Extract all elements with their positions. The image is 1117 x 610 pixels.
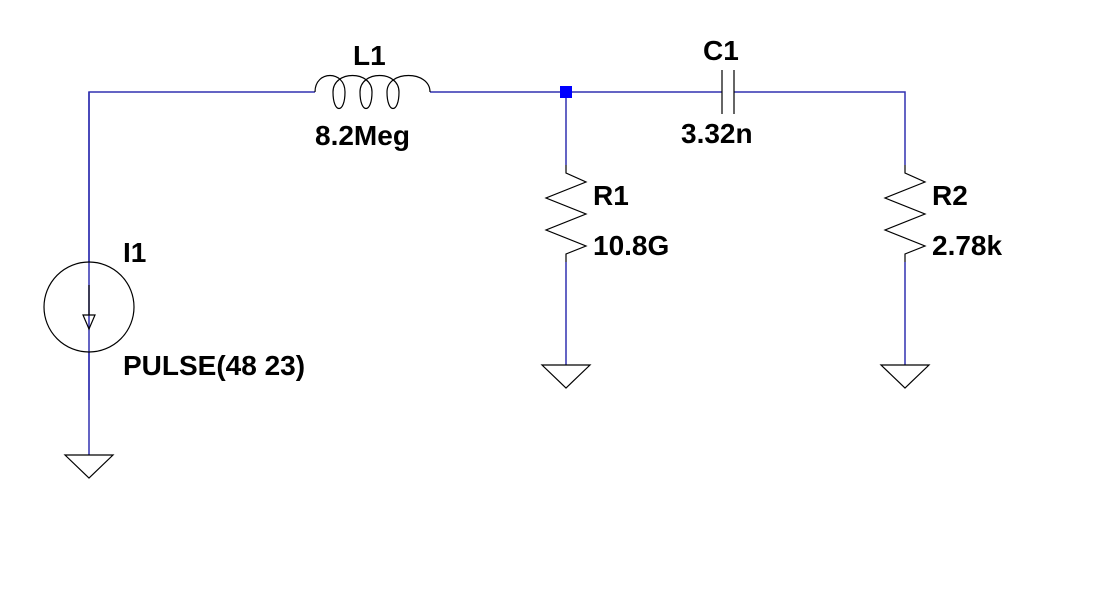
current-source-i1-name: I1 <box>123 237 146 268</box>
resistor-r2-value: 2.78k <box>932 230 1002 261</box>
resistor-r2-zigzag <box>883 165 927 262</box>
inductor-l1-value: 8.2Meg <box>315 120 410 151</box>
current-source-circle <box>43 261 135 353</box>
wire-c1-to-r2 <box>734 91 906 165</box>
resistor-r1[interactable]: R1 10.8G <box>544 165 669 262</box>
resistor-r2[interactable]: R2 2.78k <box>883 165 1002 262</box>
ground-icon <box>540 364 592 389</box>
inductor-coil <box>314 74 431 110</box>
inductor-l1-name: L1 <box>353 40 386 71</box>
capacitor-c1-value: 3.32n <box>681 118 753 149</box>
capacitor-c1[interactable]: C1 3.32n <box>681 35 753 149</box>
inductor-l1[interactable]: L1 8.2Meg <box>314 40 431 151</box>
resistor-r2-name: R2 <box>932 180 968 211</box>
ground-icon <box>879 364 931 389</box>
resistor-r1-name: R1 <box>593 180 629 211</box>
current-arrow-head-icon <box>82 314 96 331</box>
resistor-r1-zigzag <box>544 165 588 262</box>
current-source-i1-value: PULSE(48 23) <box>123 350 305 381</box>
wires <box>88 91 906 455</box>
resistor-r1-value: 10.8G <box>593 230 669 261</box>
capacitor-c1-name: C1 <box>703 35 739 66</box>
current-source-i1[interactable]: I1 PULSE(48 23) <box>43 237 305 381</box>
ground-icon <box>63 454 115 479</box>
junction-dot <box>560 86 572 98</box>
